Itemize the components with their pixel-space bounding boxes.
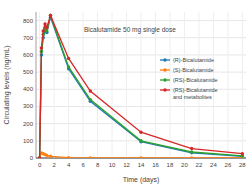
y-axis-title: Circulating levels (ng/mL) (3, 46, 11, 125)
series-point (49, 155, 52, 158)
chart: 0100200300400500600700800024681012141618… (0, 0, 250, 189)
legend-marker (163, 58, 166, 61)
y-tick-label: 700 (23, 35, 34, 41)
x-grid-line (141, 12, 142, 158)
series-point (190, 156, 193, 158)
x-grid-line (68, 12, 69, 158)
series-point (67, 65, 70, 68)
x-grid-line (227, 12, 228, 158)
x-tick-label: 28 (239, 162, 246, 168)
series-point (45, 154, 48, 157)
legend-label: (R)-Bicalutamide (173, 57, 214, 63)
legend-marker (163, 68, 166, 71)
series-point (139, 140, 142, 143)
series-point (38, 156, 41, 158)
x-tick-label: 4 (67, 162, 71, 168)
legend-label: (S)-Bicalutamide (173, 67, 214, 73)
x-tick-label: 20 (181, 162, 188, 168)
x-grid-line (83, 12, 84, 158)
series-point (139, 131, 142, 134)
series-line (40, 15, 243, 158)
legend-label: (RS)-Bicalutamide (173, 77, 218, 83)
series-point (45, 26, 48, 29)
x-tick-label: 0 (38, 162, 42, 168)
y-tick-label: 400 (23, 86, 34, 92)
y-tick-label: 100 (23, 138, 34, 144)
x-tick-label: 6 (81, 162, 85, 168)
y-axis-line (36, 12, 37, 158)
title: Bicalutamide 50 mg single dose (84, 26, 176, 34)
series-point (38, 156, 41, 158)
x-grid-line (126, 12, 127, 158)
x-tick-label: 12 (123, 162, 130, 168)
series-point (38, 156, 41, 158)
x-tick-label: 2 (52, 162, 56, 168)
x-tick-label: 18 (167, 162, 174, 168)
legend-label-line: and metabolites (173, 94, 212, 100)
y-tick-label: 300 (23, 103, 34, 109)
x-axis-title: Time (days) (123, 176, 160, 184)
x-tick-label: 10 (109, 162, 116, 168)
series-point (89, 156, 92, 158)
series-point (67, 156, 70, 158)
series-line (40, 17, 243, 158)
series-point (89, 89, 92, 92)
series-point (49, 14, 52, 17)
x-tick-label: 16 (152, 162, 159, 168)
series-point (241, 152, 244, 155)
series-point (45, 29, 48, 32)
x-tick-label: 26 (225, 162, 232, 168)
series-point (190, 150, 193, 153)
legend-label-line: (RS)-Bicalutamide (173, 87, 219, 93)
series-point (190, 147, 193, 150)
y-tick-label: 200 (23, 121, 34, 127)
y-tick-label: 600 (23, 52, 34, 58)
series-point (139, 156, 142, 158)
legend-label-line: (R)-Bicalutamide (173, 57, 214, 63)
series-point (190, 151, 193, 154)
legend-label: (RS)-Bicalutamide and metabolites (173, 87, 219, 100)
series-line (40, 15, 243, 158)
x-grid-line (169, 12, 170, 158)
y-tick-label: 800 (23, 18, 34, 24)
legend-marker (163, 78, 166, 81)
series-point (49, 14, 52, 17)
x-tick-label: 24 (210, 162, 217, 168)
series-point (40, 46, 43, 49)
x-grid-line (213, 12, 214, 158)
series-point (42, 29, 45, 32)
legend-label-line: (RS)-Bicalutamide (173, 77, 218, 83)
plot-area (38, 14, 244, 158)
y-tick-label: 0 (30, 155, 34, 161)
legend-marker (163, 88, 166, 91)
series-point (139, 139, 142, 142)
x-grid-line (112, 12, 113, 158)
series-point (89, 98, 92, 101)
x-grid-line (242, 12, 243, 158)
series-point (43, 22, 46, 25)
x-tick-label: 8 (96, 162, 100, 168)
legend-label-line: (S)-Bicalutamide (173, 67, 214, 73)
x-grid-line (184, 12, 185, 158)
series-point (67, 57, 70, 60)
y-tick-label: 500 (23, 69, 34, 75)
x-grid-line (54, 12, 55, 158)
x-grid-line (198, 12, 199, 158)
x-tick-label: 14 (138, 162, 145, 168)
x-grid-line (97, 12, 98, 158)
x-grid-line (155, 12, 156, 158)
x-tick-label: 22 (196, 162, 203, 168)
